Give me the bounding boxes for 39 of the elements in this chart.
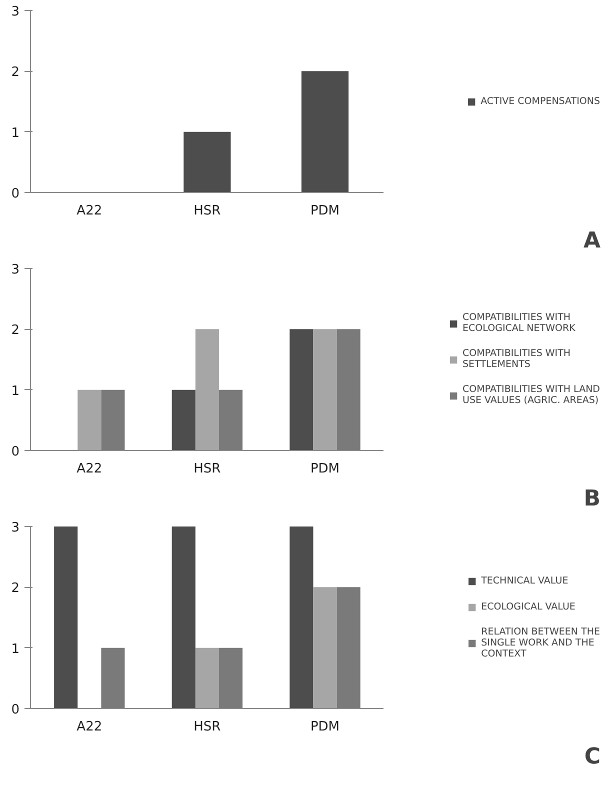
bar xyxy=(54,526,78,708)
y-tick-label: 2 xyxy=(11,65,20,80)
y-tick-label: 3 xyxy=(11,262,20,278)
y-tick-label: 1 xyxy=(11,384,20,399)
y-tick-label: 2 xyxy=(11,581,20,596)
bar xyxy=(336,587,360,708)
x-tick-label: A22 xyxy=(76,720,102,734)
legend-label: TECHNICAL VALUE xyxy=(481,574,568,586)
y-tick-label: 0 xyxy=(11,702,20,718)
bar xyxy=(290,526,314,708)
legend-label: ECOLOGICAL VALUE xyxy=(481,600,576,612)
x-tick-label: HSR xyxy=(194,462,221,476)
legend-label: COMPATIBILITIES WITH SETTLEMENTS xyxy=(462,348,571,370)
legend-label: ACTIVE COMPENSATIONS xyxy=(480,95,600,107)
bar xyxy=(313,587,337,708)
text: A xyxy=(583,228,601,254)
x-tick-label: HSR xyxy=(194,204,221,218)
legend-label: COMPATIBILITIES WITH ECOLOGICAL NETWORK xyxy=(462,312,576,334)
x-tick-label: PDM xyxy=(310,462,340,476)
bar xyxy=(218,648,243,708)
x-tick-label: PDM xyxy=(310,204,340,218)
y-tick-label: 3 xyxy=(11,520,20,536)
legend-label: RELATION BETWEEN THE SINGLE WORK AND THE CONTEXT xyxy=(481,626,600,660)
x-tick-label: PDM xyxy=(310,720,340,734)
y-tick-label: 0 xyxy=(11,444,20,460)
bar xyxy=(172,526,196,708)
y-tick-label: 3 xyxy=(11,4,20,20)
bar xyxy=(195,648,219,708)
y-tick-label: 2 xyxy=(11,323,20,338)
y-tick-label: 1 xyxy=(11,126,20,141)
text: C xyxy=(584,744,601,770)
y-tick-label: 0 xyxy=(11,186,20,202)
text: B xyxy=(584,486,601,512)
legend-label: COMPATIBILITIES WITH LAND USE VALUES (AGRIC. AREAS) xyxy=(462,384,600,406)
bar xyxy=(101,648,125,708)
y-tick-label: 1 xyxy=(11,642,20,657)
x-tick-label: A22 xyxy=(76,204,102,218)
x-tick-label: A22 xyxy=(76,462,102,476)
x-tick-label: HSR xyxy=(194,720,221,734)
